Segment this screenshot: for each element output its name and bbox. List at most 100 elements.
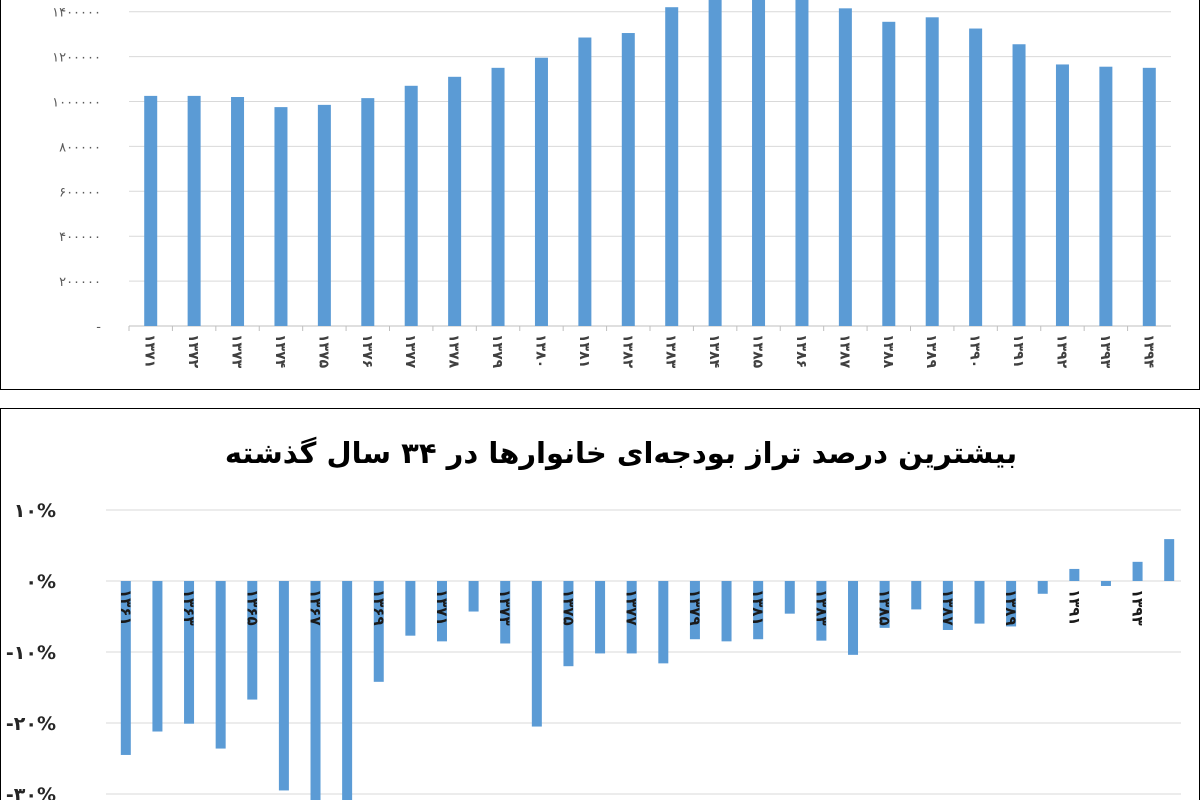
top-x-tick-label: ۱۳۹۱ [1010, 334, 1026, 368]
bottom-x-tick-label: ۱۳۶۳ [180, 589, 198, 626]
bottom-bar [784, 581, 795, 614]
top-x-tick-label: ۱۳۷۷ [402, 334, 418, 369]
bottom-x-tick-label: ۱۳۸۱ [749, 589, 767, 626]
bottom-bar [468, 581, 479, 612]
top-bar [621, 33, 635, 327]
bottom-x-tick-label: ۱۳۷۵ [559, 589, 577, 626]
top-x-tick-label: ۱۳۸۷ [836, 334, 852, 369]
top-x-tick-label: ۱۳۷۴ [272, 334, 288, 369]
bottom-x-tick-label: ۱۳۶۵ [243, 589, 261, 626]
bottom-x-tick-label: ۱۳۷۹ [686, 589, 704, 626]
bottom-bar [247, 581, 258, 700]
top-bar [317, 104, 331, 327]
bottom-x-tick-label: ۱۳۸۳ [812, 589, 830, 626]
bottom-bar [531, 581, 542, 727]
top-bar [231, 97, 245, 326]
bottom-x-tick-label: ۱۳۹۱ [1065, 589, 1083, 626]
top-bar [404, 85, 418, 326]
bottom-chart-title: بیشترین درصد تراز بودجه‌ای خانوارها در ۳… [225, 436, 1017, 470]
bottom-bar [753, 581, 764, 640]
top-x-tick-label: ۱۳۸۳ [663, 334, 679, 369]
bottom-bar [1006, 581, 1017, 627]
top-x-tick-label: ۱۳۷۸ [446, 334, 462, 369]
bottom-bar [721, 581, 732, 642]
top-bar [925, 17, 939, 326]
bottom-bar [1164, 539, 1175, 581]
bottom-bar [911, 581, 922, 610]
top-y-tick-label: ۸۰۰۰۰۰ [59, 140, 101, 155]
bottom-bar [184, 581, 195, 724]
top-x-tick-label: ۱۳۸۲ [619, 334, 635, 369]
top-y-tick-label: - [96, 320, 101, 335]
top-bar [1142, 67, 1156, 326]
bottom-bar [626, 581, 637, 654]
bottom-bar [595, 581, 606, 654]
top-bar [969, 28, 983, 326]
top-x-tick-label: ۱۳۹۰ [967, 334, 983, 368]
top-bar [578, 37, 592, 326]
top-bar [491, 67, 505, 326]
bottom-bar [152, 581, 163, 732]
top-x-tick-label: ۱۳۸۴ [706, 334, 722, 369]
top-y-tick-label: ۶۰۰۰۰۰ [59, 185, 101, 200]
bottom-x-tick-label: ۱۳۸۹ [1002, 589, 1020, 626]
bottom-bar [848, 581, 859, 655]
bottom-x-tick-label: ۱۳۶۱ [117, 589, 135, 626]
top-bar [1012, 44, 1026, 326]
top-bar [1099, 66, 1113, 326]
top-x-tick-label: ۱۳۸۸ [880, 334, 896, 369]
top-x-tick-label: ۱۳۷۵ [315, 334, 331, 369]
bottom-bar [215, 581, 226, 749]
bottom-x-tick-label: ۱۳۹۳ [1129, 589, 1147, 626]
bottom-bar [816, 581, 827, 641]
bottom-bar [563, 581, 574, 667]
top-bar [361, 98, 375, 326]
bottom-x-tick-label: ۱۳۷۳ [496, 589, 514, 626]
top-chart-panel: - ۲۰۰۰۰۰ ۴۰۰۰۰۰ ۶۰۰۰۰۰ ۸۰۰۰۰۰ ۱۰۰۰۰۰۰ ۱۲۰۰۰۰۰ ۱… [0, 0, 1200, 390]
top-y-tick-label: ۴۰۰۰۰۰ [59, 230, 101, 245]
top-y-tick-label: ۱۴۰۰۰۰۰ [52, 6, 101, 21]
bottom-bar [373, 581, 384, 682]
bottom-bar [974, 581, 985, 624]
top-bar [838, 8, 852, 327]
top-x-tick-label: ۱۳۸۶ [793, 334, 809, 368]
bottom-y-tick-label: -۲۰% [6, 713, 56, 735]
bottom-bar [120, 581, 131, 755]
top-bar [665, 7, 679, 327]
bottom-x-tick-label: ۱۳۷۱ [433, 589, 451, 626]
top-x-tick-label: ۱۳۷۲ [185, 334, 201, 369]
top-y-tick-label: ۲۰۰۰۰۰ [59, 275, 101, 290]
bottom-bar [436, 581, 447, 642]
bottom-bar [942, 581, 953, 630]
top-x-tick-label: ۱۳۹۲ [1053, 334, 1069, 369]
panel-separator [0, 390, 1200, 408]
bottom-bar [310, 581, 321, 800]
bottom-bar [342, 581, 353, 800]
top-x-tick-label: ۱۳۷۳ [229, 334, 245, 369]
top-bar [708, 0, 722, 327]
bottom-bar [405, 581, 416, 636]
bottom-bar [278, 581, 289, 791]
bottom-bar [1069, 568, 1080, 581]
top-x-tick-label: ۱۳۸۵ [750, 334, 766, 369]
bottom-bar [500, 581, 511, 644]
top-x-tick-label: ۱۳۹۴ [1140, 334, 1156, 369]
top-x-tick-label: ۱۳۷۹ [489, 334, 505, 369]
top-x-tick-label: ۱۳۸۰ [532, 334, 548, 368]
bottom-x-tick-label: ۱۳۷۷ [623, 589, 641, 626]
bottom-y-tick-label: -۳۰% [6, 784, 56, 800]
bottom-bar-chart: بیشترین درصد تراز بودجه‌ای خانوارها در ۳… [6, 436, 1181, 800]
top-bar [882, 21, 896, 327]
top-y-tick-label: ۱۲۰۰۰۰۰ [52, 51, 101, 66]
top-bar [144, 95, 158, 326]
top-bar [752, 0, 766, 327]
bottom-bar [879, 581, 890, 628]
top-bar [274, 107, 288, 326]
bottom-y-tick-label: ۱۰% [14, 500, 56, 522]
bottom-chart-panel: بیشترین درصد تراز بودجه‌ای خانوارها در ۳… [0, 408, 1200, 800]
top-bar [187, 95, 201, 326]
bottom-bar [1100, 581, 1111, 586]
top-bar [795, 0, 809, 327]
bottom-x-tick-label: ۱۳۶۷ [307, 589, 325, 626]
top-bar [1055, 64, 1069, 327]
